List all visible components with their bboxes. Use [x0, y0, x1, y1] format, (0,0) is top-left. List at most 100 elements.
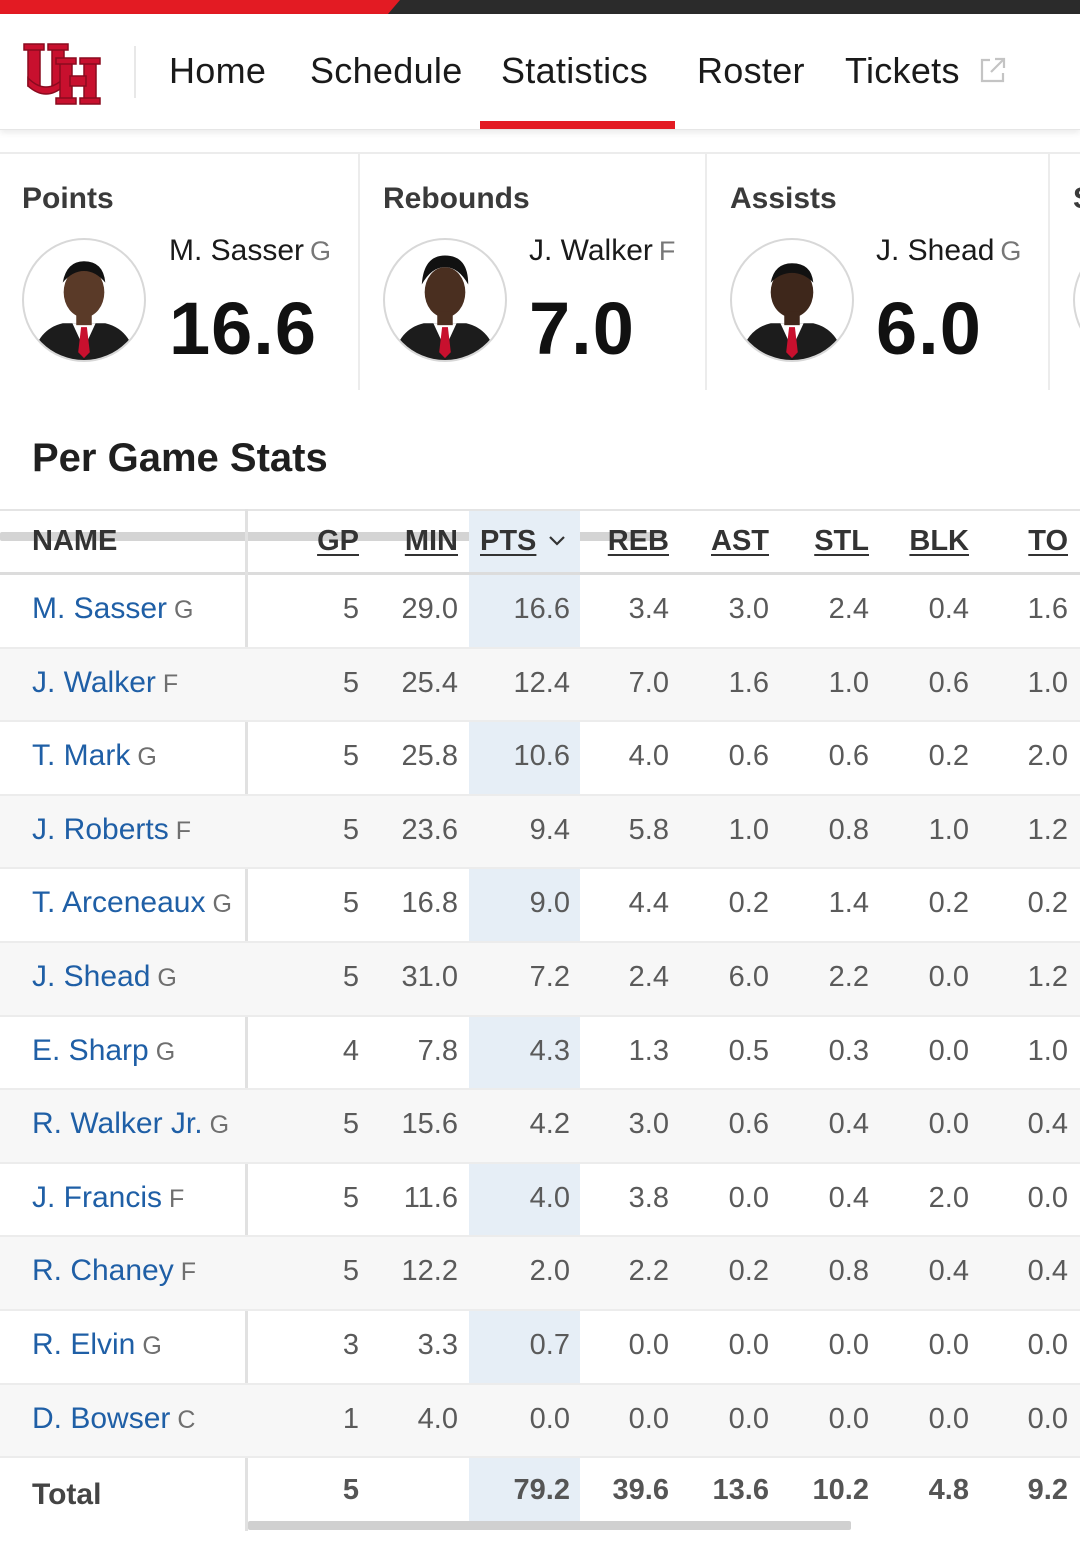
player-name-link[interactable]: J. Shead G [32, 960, 177, 993]
table-row: J. Shead G 5 31.0 7.2 2.4 6.0 2.2 0.0 1.2 [0, 943, 1080, 1017]
header-blk[interactable]: BLK [909, 525, 969, 557]
nav-schedule[interactable]: Schedule [310, 50, 463, 91]
total-blk: 4.8 [928, 1474, 969, 1507]
cell-pts: 0.7 [529, 1329, 570, 1361]
total-row: Total 5 79.2 39.6 13.6 10.2 4.8 9.2 [0, 1458, 1080, 1532]
cell-ast: 0.0 [728, 1329, 769, 1361]
cell-pts: 12.4 [513, 666, 570, 699]
table-row: E. Sharp G 4 7.8 4.3 1.3 0.5 0.3 0.0 1.0 [0, 1017, 1080, 1091]
player-name-link[interactable]: R. Elvin G [32, 1328, 162, 1361]
cell-reb: 0.0 [628, 1329, 669, 1361]
player-name-link[interactable]: J. Roberts F [32, 812, 191, 846]
cell-ast: 1.6 [728, 666, 769, 699]
total-to: 9.2 [1027, 1474, 1068, 1507]
cell-pts: 7.2 [529, 961, 570, 993]
cell-reb: 2.2 [628, 1255, 669, 1288]
header-reb[interactable]: REB [607, 525, 669, 557]
cell-to: 2.0 [1027, 740, 1068, 773]
player-name-link[interactable]: J. Walker F [32, 665, 179, 699]
player-name-link[interactable]: D. Bowser C [32, 1401, 196, 1435]
cell-to: 1.2 [1027, 813, 1068, 846]
player-photo-icon [31, 261, 137, 360]
cell-stl: 2.2 [828, 961, 869, 993]
cell-min: 12.2 [401, 1255, 458, 1288]
player-name-link[interactable]: M. Sasser G [32, 592, 194, 625]
cell-to: 1.6 [1027, 593, 1068, 625]
leader-card-partial[interactable]: S [1051, 154, 1080, 390]
header-ast[interactable]: AST [711, 525, 769, 557]
table-row: R. Elvin G 3 3.3 0.7 0.0 0.0 0.0 0.0 0.0 [0, 1311, 1080, 1385]
leader-card-assists[interactable]: Assists J. Shead G 6.0 [708, 154, 1050, 390]
header-pts[interactable]: PTS [480, 525, 537, 557]
leader-player-name[interactable]: J. Shead G [876, 234, 1022, 267]
leader-value: 6.0 [876, 287, 982, 370]
cell-pts: 4.3 [529, 1034, 570, 1067]
cell-pts: 10.6 [513, 740, 570, 773]
leader-category: Assists [730, 182, 837, 215]
external-link-icon[interactable] [977, 54, 1009, 86]
cell-blk: 0.4 [928, 593, 969, 625]
player-name-link[interactable]: J. Francis F [32, 1180, 185, 1214]
cell-gp: 4 [342, 1034, 359, 1067]
cell-gp: 5 [342, 740, 359, 773]
nav-divider [134, 46, 136, 98]
cell-stl: 0.6 [828, 740, 869, 773]
cell-gp: 5 [342, 1108, 359, 1141]
cell-min: 16.8 [401, 887, 458, 920]
player-avatar [730, 238, 854, 362]
leader-card-rebounds[interactable]: Rebounds J. Walker F 7.0 [361, 154, 707, 390]
cell-blk: 0.2 [928, 740, 969, 773]
cell-min: 31.0 [401, 961, 458, 993]
player-name-link[interactable]: R. Walker Jr. G [32, 1107, 230, 1141]
cell-stl: 0.4 [828, 1181, 869, 1214]
leader-value: 7.0 [529, 287, 635, 370]
sort-descending-icon[interactable] [548, 535, 566, 547]
cell-min: 23.6 [401, 813, 458, 846]
cell-reb: 4.0 [628, 740, 669, 773]
cell-stl: 0.0 [828, 1402, 869, 1435]
cell-stl: 0.4 [828, 1108, 869, 1141]
header-stl[interactable]: STL [814, 525, 869, 557]
nav-home[interactable]: Home [169, 50, 267, 91]
leader-player-name[interactable]: J. Walker F [529, 234, 676, 267]
table-row: D. Bowser C 1 4.0 0.0 0.0 0.0 0.0 0.0 0.0 [0, 1384, 1080, 1459]
player-name-link[interactable]: T. Arceneaux G [32, 886, 232, 920]
table-scrollbar[interactable] [248, 1521, 851, 1530]
nav-roster[interactable]: Roster [697, 50, 805, 91]
cell-pts: 0.0 [529, 1402, 570, 1435]
cell-pts: 16.6 [513, 593, 570, 625]
table-row: M. Sasser G 5 29.0 16.6 3.4 3.0 2.4 0.4 1.6 [0, 575, 1080, 649]
cell-ast: 0.6 [728, 740, 769, 773]
cell-ast: 3.0 [728, 593, 769, 625]
header-min[interactable]: MIN [404, 525, 458, 557]
cell-gp: 5 [342, 593, 359, 625]
cell-blk: 0.0 [928, 1108, 969, 1141]
player-name-link[interactable]: E. Sharp G [32, 1033, 176, 1067]
cell-gp: 5 [342, 961, 359, 993]
cell-gp: 5 [342, 887, 359, 920]
top-accent-bar [0, 0, 1080, 14]
cell-reb: 7.0 [628, 666, 669, 699]
total-stl: 10.2 [812, 1474, 869, 1507]
nav-statistics[interactable]: Statistics [501, 50, 649, 91]
leader-player-name[interactable]: M. Sasser G [169, 234, 332, 267]
leaders-scrollbar[interactable] [0, 532, 664, 541]
uh-logo-icon[interactable] [22, 38, 106, 108]
leader-category: Rebounds [383, 182, 530, 215]
cell-reb: 2.4 [628, 961, 669, 993]
player-name-link[interactable]: T. Mark G [32, 739, 157, 773]
total-pts: 79.2 [513, 1474, 570, 1507]
leader-value: 16.6 [169, 287, 318, 370]
leader-card-points[interactable]: Points M. Sasser G 16.6 [0, 154, 360, 390]
player-name-link[interactable]: R. Chaney F [32, 1254, 197, 1288]
header-gp[interactable]: GP [317, 525, 359, 557]
cell-min: 11.6 [403, 1181, 458, 1214]
name-column-divider [245, 509, 248, 1531]
header-to[interactable]: TO [1028, 525, 1068, 557]
table-row: J. Walker F 5 25.4 12.4 7.0 1.6 1.0 0.6 1.0 [0, 648, 1080, 723]
cell-reb: 1.3 [628, 1034, 669, 1067]
table-row: R. Walker Jr. G 5 15.6 4.2 3.0 0.6 0.4 0.0 0.4 [0, 1090, 1080, 1164]
leader-category: Points [22, 182, 114, 215]
cell-blk: 0.0 [928, 1034, 969, 1067]
nav-tickets[interactable]: Tickets [845, 50, 960, 91]
